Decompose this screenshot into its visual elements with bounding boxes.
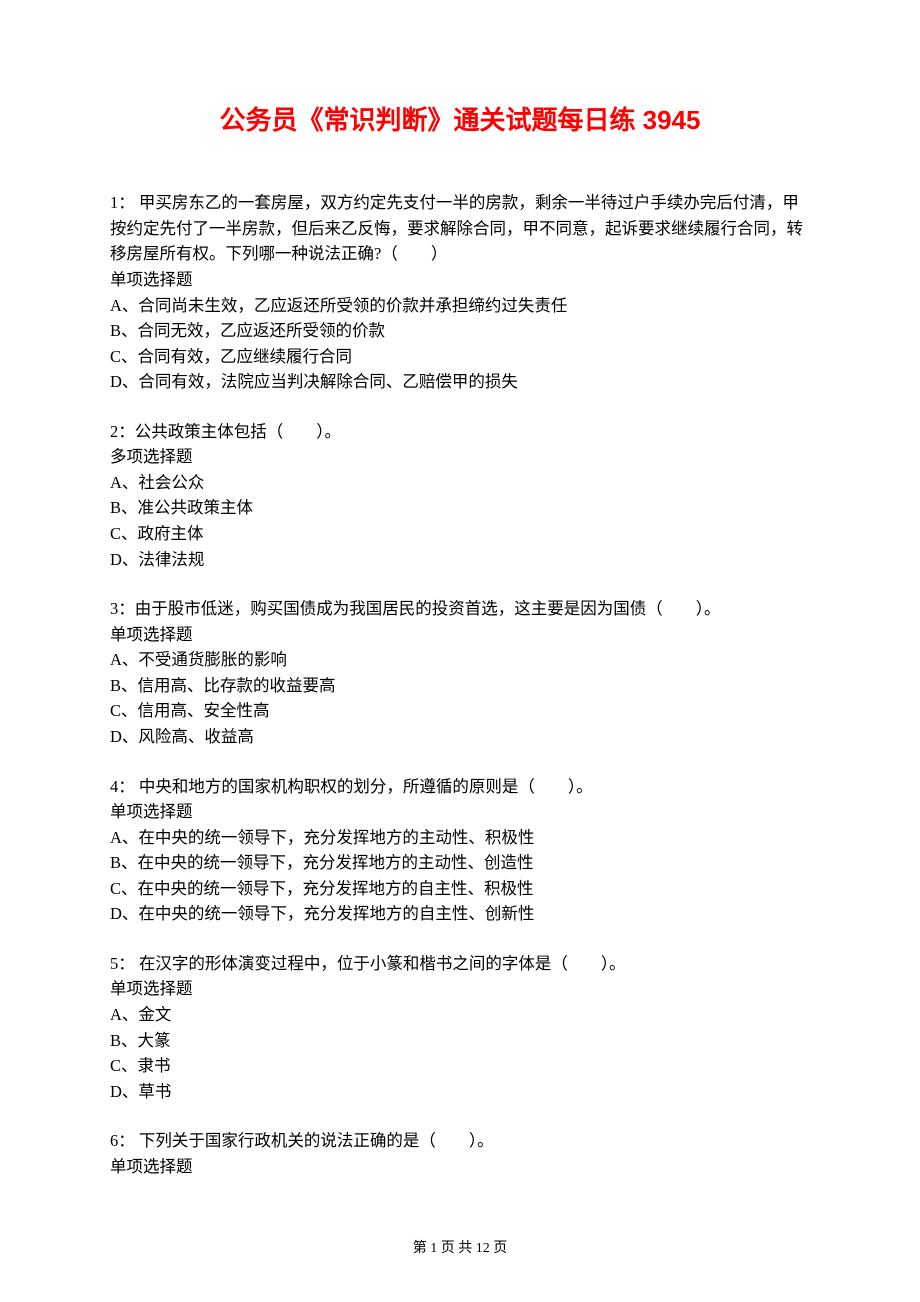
option: D、草书 (110, 1079, 810, 1105)
question: 5： 在汉字的形体演变过程中，位于小篆和楷书之间的字体是（ ）。 单项选择题 A… (110, 951, 810, 1104)
question-stem: 5： 在汉字的形体演变过程中，位于小篆和楷书之间的字体是（ ）。 (110, 951, 810, 977)
question-stem: 4： 中央和地方的国家机构职权的划分，所遵循的原则是（ ）。 (110, 774, 810, 800)
page-title: 公务员《常识判断》通关试题每日练 3945 (110, 100, 810, 140)
option: C、信用高、安全性高 (110, 698, 810, 724)
option: D、风险高、收益高 (110, 724, 810, 750)
question-type: 单项选择题 (110, 799, 810, 825)
question: 6： 下列关于国家行政机关的说法正确的是（ ）。 单项选择题 (110, 1128, 810, 1179)
option: A、合同尚未生效，乙应返还所受领的价款并承担缔约过失责任 (110, 293, 810, 319)
option: B、信用高、比存款的收益要高 (110, 673, 810, 699)
page-footer: 第 1 页 共 12 页 (0, 1238, 920, 1260)
option: B、大篆 (110, 1028, 810, 1054)
question-stem: 1： 甲买房东乙的一套房屋，双方约定先支付一半的房款，剩余一半待过户手续办完后付… (110, 190, 810, 267)
question: 3：由于股市低迷，购买国债成为我国居民的投资首选，这主要是因为国债（ ）。 单项… (110, 596, 810, 749)
option: A、金文 (110, 1002, 810, 1028)
question-type: 单项选择题 (110, 622, 810, 648)
option: C、合同有效，乙应继续履行合同 (110, 344, 810, 370)
question-type: 单项选择题 (110, 1154, 810, 1180)
question-stem: 6： 下列关于国家行政机关的说法正确的是（ ）。 (110, 1128, 810, 1154)
option: B、在中央的统一领导下，充分发挥地方的主动性、创造性 (110, 850, 810, 876)
question-stem: 2：公共政策主体包括（ ）。 (110, 419, 810, 445)
question: 2：公共政策主体包括（ ）。 多项选择题 A、社会公众 B、准公共政策主体 C、… (110, 419, 810, 572)
option: B、准公共政策主体 (110, 495, 810, 521)
question-type: 单项选择题 (110, 267, 810, 293)
option: D、合同有效，法院应当判决解除合同、乙赔偿甲的损失 (110, 369, 810, 395)
option: A、在中央的统一领导下，充分发挥地方的主动性、积极性 (110, 825, 810, 851)
question-type: 多项选择题 (110, 444, 810, 470)
option: C、政府主体 (110, 521, 810, 547)
question-stem: 3：由于股市低迷，购买国债成为我国居民的投资首选，这主要是因为国债（ ）。 (110, 596, 810, 622)
question-type: 单项选择题 (110, 976, 810, 1002)
question: 4： 中央和地方的国家机构职权的划分，所遵循的原则是（ ）。 单项选择题 A、在… (110, 774, 810, 927)
option: B、合同无效，乙应返还所受领的价款 (110, 318, 810, 344)
question-list: 1： 甲买房东乙的一套房屋，双方约定先支付一半的房款，剩余一半待过户手续办完后付… (110, 190, 810, 1179)
option: C、隶书 (110, 1053, 810, 1079)
option: A、不受通货膨胀的影响 (110, 647, 810, 673)
option: A、社会公众 (110, 470, 810, 496)
option: C、在中央的统一领导下，充分发挥地方的自主性、积极性 (110, 876, 810, 902)
question: 1： 甲买房东乙的一套房屋，双方约定先支付一半的房款，剩余一半待过户手续办完后付… (110, 190, 810, 395)
option: D、法律法规 (110, 547, 810, 573)
option: D、在中央的统一领导下，充分发挥地方的自主性、创新性 (110, 901, 810, 927)
